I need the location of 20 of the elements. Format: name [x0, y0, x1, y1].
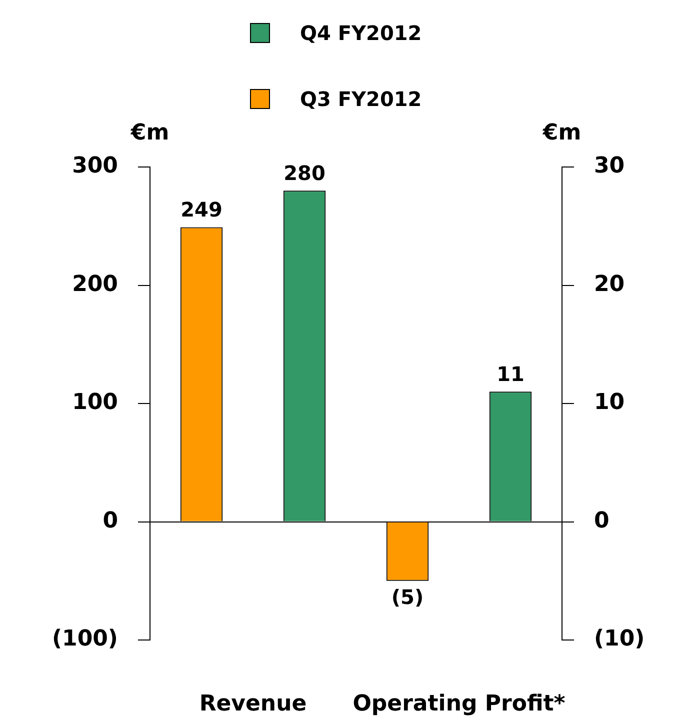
y2-tick-label: 0	[594, 508, 610, 534]
y2-tick-label: (10)	[594, 626, 645, 652]
data-label: 280	[284, 160, 326, 185]
data-label: 249	[180, 198, 222, 222]
y-tick-label: 0	[102, 508, 118, 534]
legend-label: Q3 FY2012	[300, 87, 422, 111]
legend-label: Q4 FY2012	[300, 21, 422, 45]
y-tick-label: (100)	[52, 626, 118, 652]
y2-tick-label: 20	[594, 272, 625, 297]
y2-tick-label: 10	[594, 390, 625, 416]
y-tick-label: 100	[72, 390, 118, 416]
y-tick-label: 200	[72, 272, 118, 297]
y2-tick-label: 30	[594, 154, 625, 179]
data-label: (5)	[391, 585, 424, 610]
y-tick-label: 300	[72, 154, 118, 179]
x-tick-label: Revenue	[199, 692, 307, 717]
data-label: 11	[496, 362, 524, 386]
y-axis-title: €m	[130, 120, 170, 146]
x-tick-label: Operating Profit*	[352, 692, 566, 717]
y2-axis-title: €m	[542, 120, 582, 146]
